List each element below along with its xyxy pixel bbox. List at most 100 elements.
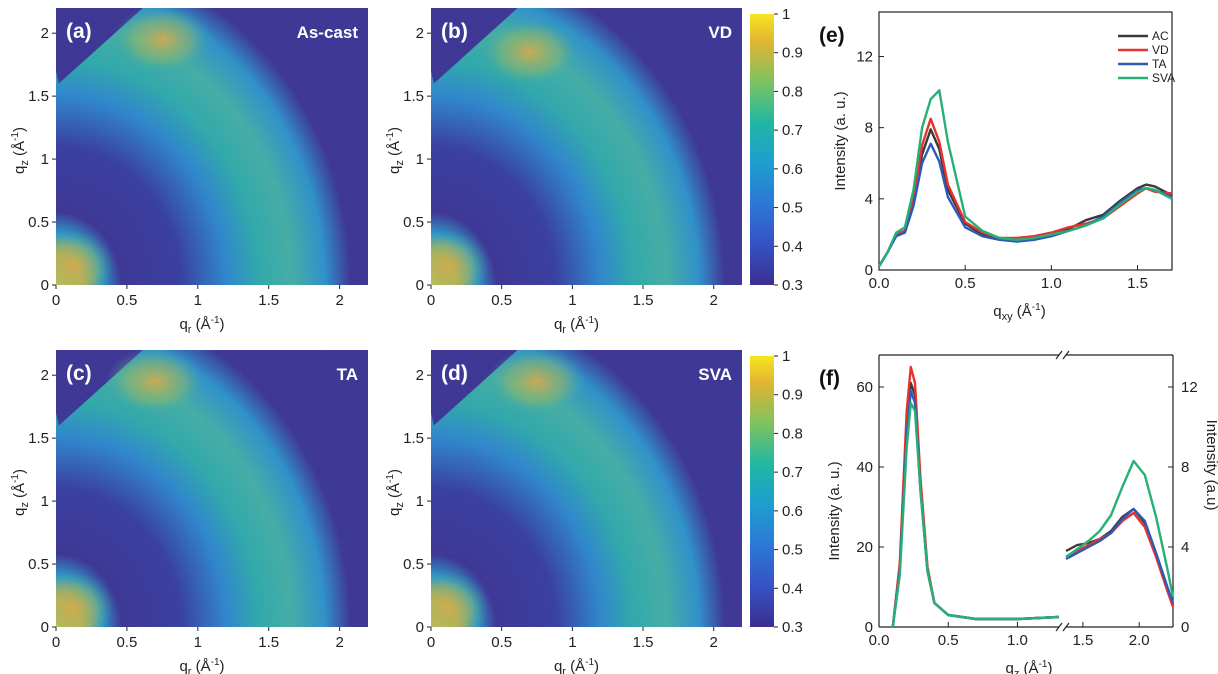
x-tick-label: 0.0	[869, 632, 890, 649]
x-tick-label: 0.5	[116, 292, 137, 309]
y-axis-label: qz (Å-1)	[385, 469, 406, 516]
y-tick-label: 0	[41, 619, 49, 636]
y-tick-label: 0	[41, 277, 49, 294]
y-tick-label-right: 8	[1181, 459, 1189, 476]
x-tick-label: 1.5	[633, 634, 654, 651]
heatmap-panel-4: 00 0.5 0.5 1 1 1.5 1.5 2 2 qr (Å-1) qz (Å-1) (d) SVA…	[385, 348, 803, 674]
x-tick-label: 1	[568, 292, 576, 309]
colorbar-tick-label: 0.9	[782, 387, 803, 404]
y-tick-label: 1.5	[28, 88, 49, 105]
panel-label-e: (e)	[819, 24, 845, 47]
legend-label-vd: VD	[1152, 43, 1169, 57]
colorbar-tick-label: 1	[782, 348, 790, 365]
y-axis-label-right: Intensity (a.u)	[1203, 420, 1218, 511]
y-tick-label-right: 4	[1181, 539, 1189, 556]
colorbar-tick-label: 0.3	[782, 277, 803, 294]
heatmap-image	[431, 350, 742, 627]
legend-label-ta: TA	[1152, 57, 1166, 71]
colorbar-tick-label: 0.8	[782, 425, 803, 442]
x-tick-label: 2	[335, 634, 343, 651]
condition-label: TA	[337, 365, 358, 384]
colorbar-tick-label: 0.5	[782, 542, 803, 559]
x-axis-label-group: qxy (Å-1)	[993, 302, 1045, 323]
y-tick-label: 0.5	[403, 556, 424, 573]
y-tick-label: 2	[416, 367, 424, 384]
y-axis-label-group: qz (Å-1)	[385, 127, 406, 174]
x-tick-label: 0.5	[116, 634, 137, 651]
y-tick-label: 1	[41, 151, 49, 168]
x-tick-label: 0	[52, 292, 60, 309]
y-tick-label: 2	[41, 367, 49, 384]
y-tick-label: 60	[856, 379, 873, 396]
axis-break-mark	[1062, 622, 1070, 632]
y-tick-label: 20	[856, 539, 873, 556]
colorbar-tick-label: 0.9	[782, 45, 803, 62]
x-axis-label: qr (Å-1)	[179, 657, 224, 674]
panel-label-f: (f)	[819, 367, 840, 390]
x-axis-label-group: qz (Å-1)	[1006, 659, 1053, 674]
x-axis-label-group: qr (Å-1)	[554, 315, 599, 336]
x-axis-label-group: qr (Å-1)	[179, 657, 224, 674]
x-axis-label: qr (Å-1)	[179, 315, 224, 336]
series-line-vd	[877, 117, 1173, 268]
x-tick-label: 0.5	[955, 275, 976, 292]
x-tick-label: 1.5	[258, 292, 279, 309]
y-tick-label: 1	[416, 493, 424, 510]
x-tick-label: 1.5	[633, 292, 654, 309]
colorbar-tick-label: 1	[782, 6, 790, 23]
y-axis-label: qz (Å-1)	[10, 127, 31, 174]
colorbar-tick-label: 0.5	[782, 200, 803, 217]
heatmap-image	[56, 8, 368, 285]
y-tick-label: 4	[865, 191, 873, 208]
series-line-left-sva	[891, 401, 1060, 628]
panel-label: (d)	[441, 362, 468, 385]
y-tick-label: 1.5	[403, 430, 424, 447]
y-tick-label: 2	[41, 25, 49, 42]
colorbar-tick-label: 0.7	[782, 464, 803, 481]
heatmap-panel-1: 00 0.5 0.5 1 1 1.5 1.5 2 2 qr (Å-1) qz (Å-1) (a) As-…	[10, 8, 368, 336]
x-tick-label: 0.0	[869, 275, 890, 292]
x-tick-label: 0	[427, 634, 435, 651]
y-tick-label: 2	[416, 25, 424, 42]
legend-label-ac: AC	[1152, 29, 1169, 43]
colorbar	[750, 356, 774, 627]
x-tick-label: 1	[568, 634, 576, 651]
y-tick-label: 12	[856, 48, 873, 65]
legend-label-sva: SVA	[1152, 71, 1175, 85]
x-tick-label: 0	[52, 634, 60, 651]
y-tick-label: 1.5	[28, 430, 49, 447]
x-tick-label: 1.5	[258, 634, 279, 651]
noise-texture	[56, 8, 368, 285]
noise-texture	[431, 350, 742, 627]
axis-break-mark	[1055, 622, 1063, 632]
heatmap-image	[431, 8, 742, 285]
y-tick-label: 1.5	[403, 88, 424, 105]
condition-label: VD	[708, 23, 732, 42]
x-tick-label: 2	[710, 292, 718, 309]
x-axis-label: qz (Å-1)	[1006, 659, 1053, 674]
y-tick-label: 8	[865, 120, 873, 137]
colorbar-tick-label: 0.4	[782, 580, 803, 597]
colorbar-tick-label: 0.6	[782, 503, 803, 520]
x-tick-label: 0.5	[491, 634, 512, 651]
plot-frame	[878, 11, 1173, 271]
series-line-right-vd	[1065, 511, 1175, 608]
panel-label: (b)	[441, 20, 468, 43]
x-axis-label: qr (Å-1)	[554, 657, 599, 674]
series-line-ta	[877, 142, 1173, 268]
y-axis-label: qz (Å-1)	[385, 127, 406, 174]
y-tick-label: 0	[416, 277, 424, 294]
x-tick-label: 2	[710, 634, 718, 651]
y-axis-label: Intensity (a. u.)	[826, 461, 843, 560]
x-tick-label: 2.0	[1129, 632, 1150, 649]
x-tick-label: 0.5	[938, 632, 959, 649]
x-tick-label: 1.5	[1072, 632, 1093, 649]
y-axis-label-group: qz (Å-1)	[385, 469, 406, 516]
series-line-sva	[877, 89, 1173, 268]
x-tick-label: 1.5	[1127, 275, 1148, 292]
colorbar-tick-label: 0.6	[782, 161, 803, 178]
panel-label: (c)	[66, 362, 92, 385]
line-panel-f: 0.0 0.5 1.0 1.5 2.0 0 20 40 60 0 4 8 12 Intensity (a.…	[819, 350, 1218, 674]
